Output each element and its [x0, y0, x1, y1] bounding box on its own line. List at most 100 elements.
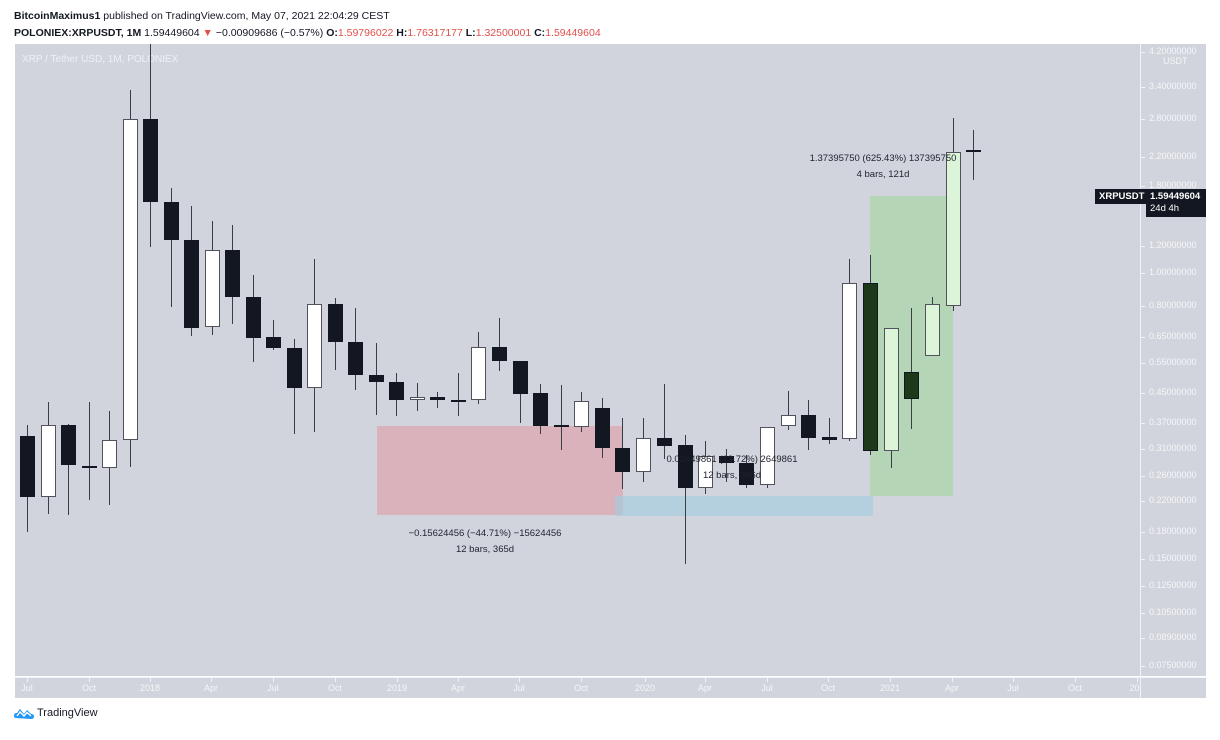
candle-body — [225, 250, 240, 297]
price-tick — [1141, 337, 1145, 338]
time-label: Oct — [1067, 683, 1083, 693]
candle-body — [123, 119, 138, 440]
price-label: 4.20000000 — [1149, 46, 1197, 56]
price-label: 0.12500000 — [1149, 580, 1197, 590]
candle-body — [369, 375, 384, 382]
price-tick — [1141, 393, 1145, 394]
candle-body — [842, 283, 857, 439]
candle-body — [492, 347, 507, 361]
candle-body — [164, 202, 179, 240]
price-label: 0.18000000 — [1149, 526, 1197, 536]
price-label: 0.26000000 — [1149, 470, 1197, 480]
price-tick — [1141, 586, 1145, 587]
tradingview-logo[interactable]: TradingView — [14, 707, 98, 719]
time-tick — [519, 678, 520, 682]
candle-body — [61, 425, 76, 465]
candle-body — [389, 382, 404, 400]
candle-body — [266, 337, 281, 348]
price-tick — [1141, 449, 1145, 450]
low-value: 1.32500001 — [475, 27, 532, 39]
drop-range-value: −0.15624456 (−44.71%) −15624456 — [408, 528, 562, 539]
price-tick — [1141, 186, 1145, 187]
time-label: Jul — [21, 683, 33, 693]
price-label: 0.45000000 — [1149, 387, 1197, 397]
price-label: 1.20000000 — [1149, 240, 1197, 250]
time-label: 2019 — [386, 683, 408, 693]
time-tick — [828, 678, 829, 682]
symbol-tag: XRPUSDT — [1095, 189, 1149, 204]
price-label: 0.65000000 — [1149, 331, 1197, 341]
candle-body — [246, 297, 261, 338]
candle-body — [863, 283, 878, 451]
time-axis[interactable]: Jul Oct 2018 Apr Jul Oct 2019 Apr Jul Oct 2020 Apr J… — [15, 677, 1205, 698]
axis-corner — [1140, 677, 1206, 698]
candle-wick — [437, 392, 438, 408]
last-price-label: 1.59449604 24d 4h — [1146, 189, 1206, 217]
bar-countdown: 24d 4h — [1150, 203, 1180, 214]
candle-body — [287, 348, 302, 388]
candle-body — [760, 427, 775, 485]
candle-body — [554, 425, 569, 427]
time-label: Apr — [697, 683, 713, 693]
time-label: 2020 — [634, 683, 656, 693]
price-tick — [1141, 52, 1145, 53]
time-tick — [273, 678, 274, 682]
time-tick — [335, 678, 336, 682]
price-tick — [1141, 613, 1145, 614]
price-tick — [1141, 638, 1145, 639]
time-tick — [458, 678, 459, 682]
candle-wick — [829, 418, 830, 444]
high-value: 1.76317177 — [407, 27, 463, 39]
base-zone[interactable] — [615, 496, 873, 516]
time-tick — [767, 678, 768, 682]
price-tick — [1141, 363, 1145, 364]
candle-body — [184, 240, 199, 328]
time-label: 2021 — [879, 683, 901, 693]
time-label: Oct — [327, 683, 343, 693]
price-label: 0.55000000 — [1149, 357, 1197, 367]
open-value: 1.59796022 — [337, 27, 394, 39]
price-tick — [1141, 559, 1145, 560]
chart-pane[interactable]: XRP / Tether USD, 1M, POLONIEX −0.156244… — [15, 44, 1140, 676]
candle-wick — [171, 188, 172, 307]
candle-body — [966, 150, 981, 152]
price-axis[interactable]: USDT 4.20000000 3.40000000 2.80000000 2.200… — [1140, 44, 1206, 676]
author-name[interactable]: BitcoinMaximus1 — [14, 10, 101, 22]
time-tick — [1075, 678, 1076, 682]
time-tick — [705, 678, 706, 682]
candle-body — [781, 415, 796, 426]
price-tick — [1141, 157, 1145, 158]
candle-body — [574, 401, 589, 427]
time-tick — [397, 678, 398, 682]
change-value: −0.00909686 (−0.57%) — [215, 27, 324, 39]
candle-wick — [89, 402, 90, 500]
candle-body — [82, 466, 97, 468]
price-tick — [1141, 501, 1145, 502]
price-label: 0.37000000 — [1149, 417, 1197, 427]
candle-body — [698, 456, 713, 488]
price-label: 2.80000000 — [1149, 113, 1197, 123]
price-label: 1.80000000 — [1149, 180, 1197, 190]
price-tick — [1141, 306, 1145, 307]
price-label: 0.80000000 — [1149, 300, 1197, 310]
price-label: 0.15000000 — [1149, 553, 1197, 563]
time-label: Oct — [81, 683, 97, 693]
candle-body — [205, 250, 220, 327]
candle-body — [20, 436, 35, 497]
candle-body — [410, 397, 425, 400]
candle-body — [925, 304, 940, 356]
candle-wick — [664, 384, 665, 459]
time-tick — [89, 678, 90, 682]
symbol-name: POLONIEX:XRPUSDT, 1M — [14, 27, 142, 39]
drop-zone[interactable] — [377, 426, 623, 515]
candle-body — [451, 400, 466, 402]
candle-body — [533, 393, 548, 426]
currency-label: USDT — [1163, 56, 1188, 66]
price-tick — [1141, 423, 1145, 424]
time-tick — [890, 678, 891, 682]
price-tick — [1141, 476, 1145, 477]
candle-body — [328, 304, 343, 342]
candle-body — [719, 456, 734, 463]
candle-body — [595, 408, 610, 448]
candle-wick — [68, 424, 69, 515]
